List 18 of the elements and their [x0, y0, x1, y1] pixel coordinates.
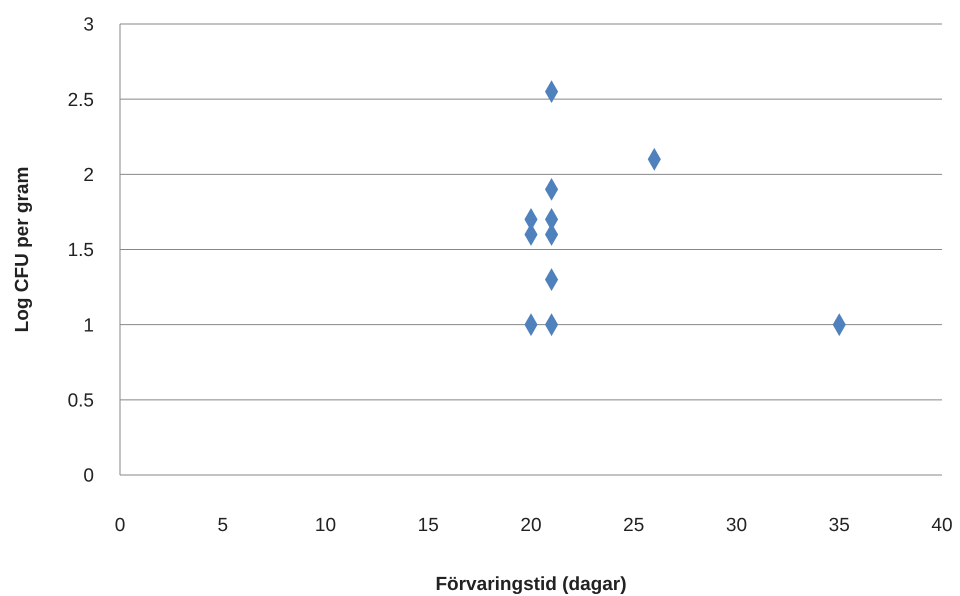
x-tick-label: 5 [217, 515, 228, 536]
x-tick-label: 0 [114, 515, 126, 536]
x-tick-label: 20 [520, 515, 542, 536]
x-tick-label: 35 [828, 515, 850, 536]
x-tick-label: 40 [931, 515, 953, 536]
y-tick-label: 2 [83, 164, 94, 186]
x-tick-label: 10 [314, 515, 336, 536]
x-axis-title: Förvaringstid (dagar) [435, 574, 627, 595]
x-tick-label: 30 [726, 515, 748, 536]
x-tick-label: 25 [623, 515, 644, 536]
y-tick-label: 0.5 [68, 390, 94, 412]
y-tick-label: 1.5 [68, 240, 94, 262]
y-axis-title: Log CFU per gram [12, 166, 33, 332]
y-tick-label: 1 [83, 315, 94, 336]
y-tick-label: 3 [83, 14, 94, 36]
y-tick-label: 0 [83, 466, 94, 487]
x-tick-label: 15 [418, 515, 439, 536]
y-tick-label: 2.5 [68, 90, 94, 111]
